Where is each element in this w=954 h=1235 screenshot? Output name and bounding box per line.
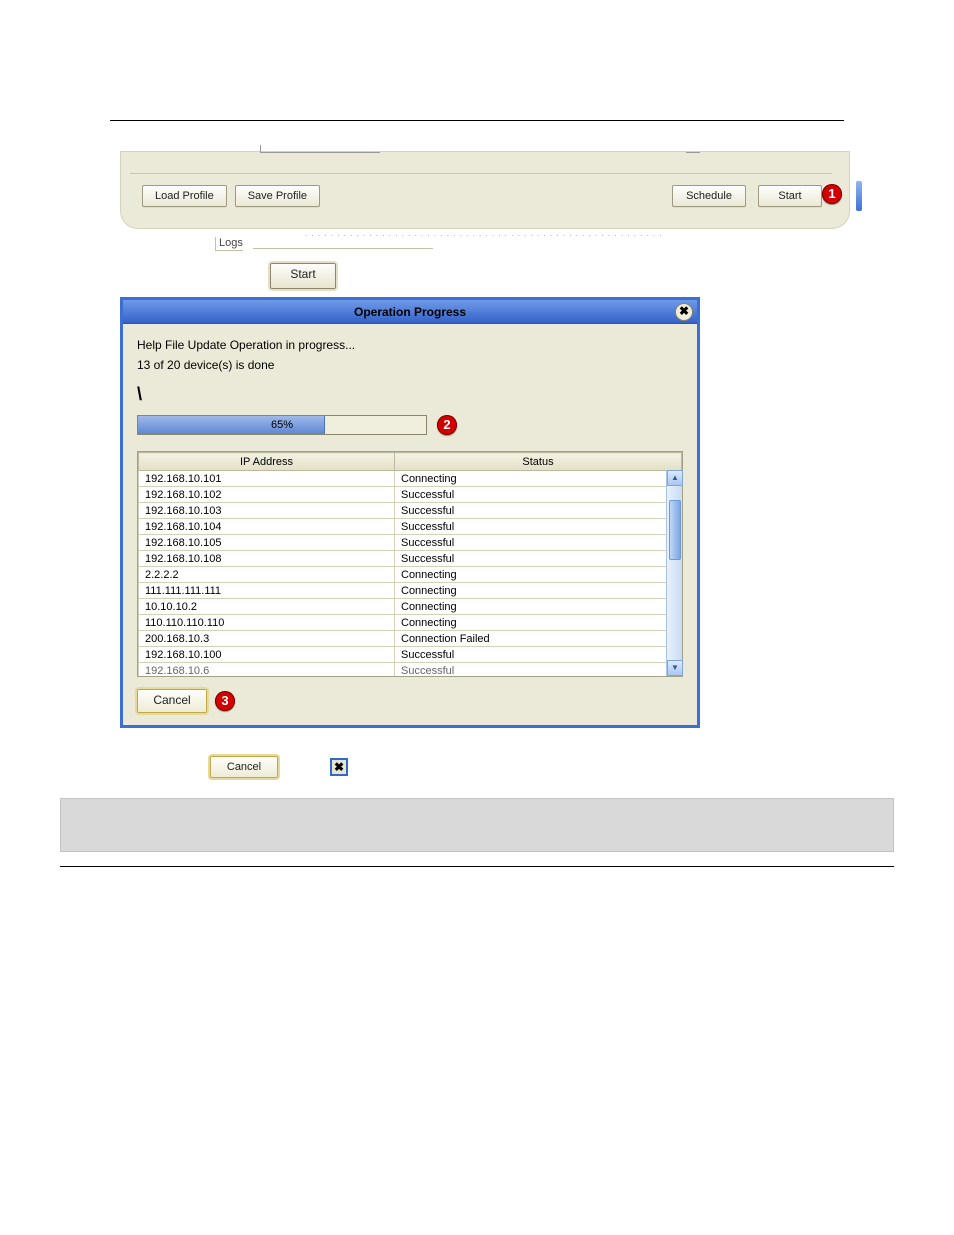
start-button[interactable]: Start [758,185,822,207]
dialog-titlebar: Operation Progress ✖ [123,300,697,324]
table-row[interactable]: 192.168.10.103Successful [139,503,682,519]
cell-ip: 111.111.111.111 [139,583,395,599]
close-icon-inline[interactable]: ✖ [330,758,348,776]
table-row[interactable]: 200.168.10.3Connection Failed [139,631,682,647]
progress-bar: 65% [137,415,427,435]
save-profile-button[interactable]: Save Profile [235,185,320,207]
spinner-icon: \ [137,384,683,405]
callout-3-icon: 3 [215,691,235,711]
results-table: IP Address Status 192.168.10.101Connecti… [138,452,682,676]
scrollbar-fragment [856,181,862,211]
progress-message-2: 13 of 20 device(s) is done [137,358,683,372]
table-row[interactable]: 192.168.10.105Successful [139,535,682,551]
table-row[interactable]: 192.168.10.102Successful [139,487,682,503]
cell-status: Connection Failed [395,631,682,647]
progress-message-1: Help File Update Operation in progress..… [137,338,683,352]
table-row[interactable]: 192.168.10.6Successful [139,663,682,677]
divider [253,248,433,249]
cell-status: Connecting [395,599,682,615]
progress-text: 65% [271,419,293,431]
cell-status: Connecting [395,583,682,599]
logs-label: Logs [215,237,243,251]
close-icon[interactable]: ✖ [675,303,693,321]
dialog-body: Help File Update Operation in progress..… [123,324,697,725]
table-scrollbar[interactable]: ▲ ▼ [666,470,682,676]
cell-status: Successful [395,487,682,503]
cell-status: Successful [395,663,682,677]
horizontal-rule-bottom [60,866,894,867]
table-row[interactable]: 192.168.10.108Successful [139,551,682,567]
logs-row: Logs [215,237,894,251]
gray-note-box [60,798,894,852]
cell-status: Successful [395,519,682,535]
cancel-row: Cancel 3 [137,689,683,713]
callout-1-icon: 1 [822,184,842,204]
divider [130,173,832,174]
cell-status: Connecting [395,567,682,583]
toolbar-panel: Load Profile Save Profile Schedule Start… [120,151,850,229]
cell-ip: 192.168.10.103 [139,503,395,519]
cell-ip: 192.168.10.6 [139,663,395,677]
page: Load Profile Save Profile Schedule Start… [0,0,954,907]
cancel-button[interactable]: Cancel [137,689,207,713]
cell-ip: 200.168.10.3 [139,631,395,647]
schedule-button[interactable]: Schedule [672,185,746,207]
cell-ip: 10.10.10.2 [139,599,395,615]
cell-status: Successful [395,647,682,663]
progress-fill [138,416,325,434]
table-row[interactable]: 111.111.111.111Connecting [139,583,682,599]
cell-status: Successful [395,551,682,567]
table-row[interactable]: 192.168.10.104Successful [139,519,682,535]
toolbar-region: Load Profile Save Profile Schedule Start… [120,151,894,289]
cell-status: Connecting [395,615,682,631]
dialog-title-text: Operation Progress [354,305,466,319]
start-button-secondary[interactable]: Start [270,263,336,289]
cell-ip: 192.168.10.104 [139,519,395,535]
callout-2-icon: 2 [437,415,457,435]
toolbar-left-group: Load Profile Save Profile [142,185,320,207]
cell-ip: 192.168.10.101 [139,471,395,487]
decorative-edge [686,145,700,153]
cell-status: Successful [395,503,682,519]
cell-status: Connecting [395,471,682,487]
table-row[interactable]: 2.2.2.2Connecting [139,567,682,583]
post-text: Cancel ✖ [210,756,894,778]
column-status[interactable]: Status [395,453,682,471]
table-header-row: IP Address Status [139,453,682,471]
progress-row: 65% 2 [137,415,683,435]
cell-ip: 192.168.10.100 [139,647,395,663]
column-ip[interactable]: IP Address [139,453,395,471]
cell-ip: 2.2.2.2 [139,567,395,583]
decorative-edge [260,145,380,153]
cell-ip: 192.168.10.102 [139,487,395,503]
table-row[interactable]: 192.168.10.100Successful [139,647,682,663]
start-block: Start [270,263,894,289]
cell-ip: 192.168.10.105 [139,535,395,551]
table-body: 192.168.10.101Connecting192.168.10.102Su… [139,471,682,677]
scroll-thumb[interactable] [669,500,681,560]
dotted-divider: . . . . . . . . . . . . . . . . . . . . … [305,229,685,238]
table-row[interactable]: 110.110.110.110Connecting [139,615,682,631]
table-viewport: IP Address Status 192.168.10.101Connecti… [138,452,682,676]
scroll-up-icon[interactable]: ▲ [667,470,683,486]
cell-status: Successful [395,535,682,551]
operation-progress-dialog: Operation Progress ✖ Help File Update Op… [120,297,700,728]
table-row[interactable]: 192.168.10.101Connecting [139,471,682,487]
scroll-down-icon[interactable]: ▼ [667,660,683,676]
horizontal-rule-top [110,120,844,121]
dialog-region: Operation Progress ✖ Help File Update Op… [120,297,894,728]
cell-ip: 192.168.10.108 [139,551,395,567]
results-table-wrap: IP Address Status 192.168.10.101Connecti… [137,451,683,677]
toolbar-right-group: Schedule Start [672,185,822,207]
cancel-button-inline[interactable]: Cancel [210,756,278,778]
cell-ip: 110.110.110.110 [139,615,395,631]
load-profile-button[interactable]: Load Profile [142,185,227,207]
table-row[interactable]: 10.10.10.2Connecting [139,599,682,615]
